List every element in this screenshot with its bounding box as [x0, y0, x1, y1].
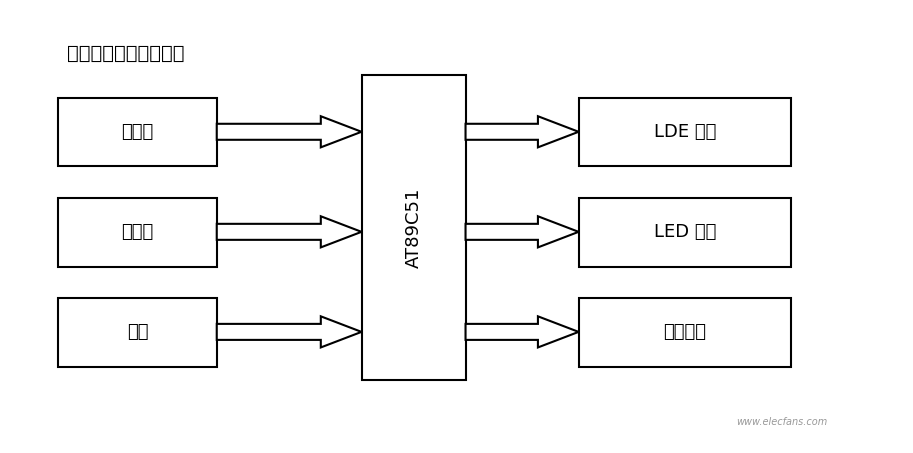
Text: LDE 显示: LDE 显示 — [654, 123, 716, 141]
Text: 系统的原理框图如下：: 系统的原理框图如下： — [68, 44, 185, 63]
Text: www.elecfans.com: www.elecfans.com — [737, 417, 828, 427]
Text: LED 数码: LED 数码 — [654, 223, 716, 241]
Bar — [579, 97, 792, 166]
Polygon shape — [466, 316, 579, 347]
Polygon shape — [466, 116, 579, 147]
Text: 复位电: 复位电 — [121, 223, 153, 241]
Polygon shape — [466, 216, 579, 247]
Polygon shape — [216, 216, 362, 247]
Bar — [58, 97, 216, 166]
Text: AT89C51: AT89C51 — [404, 188, 423, 268]
Bar — [579, 198, 792, 266]
Text: 电源: 电源 — [127, 323, 148, 341]
Bar — [362, 75, 466, 380]
Bar — [58, 198, 216, 266]
Text: 晶振电: 晶振电 — [121, 123, 153, 141]
Bar — [579, 298, 792, 366]
Polygon shape — [216, 316, 362, 347]
Polygon shape — [216, 116, 362, 147]
Bar — [58, 298, 216, 366]
Text: 数码驱动: 数码驱动 — [664, 323, 707, 341]
